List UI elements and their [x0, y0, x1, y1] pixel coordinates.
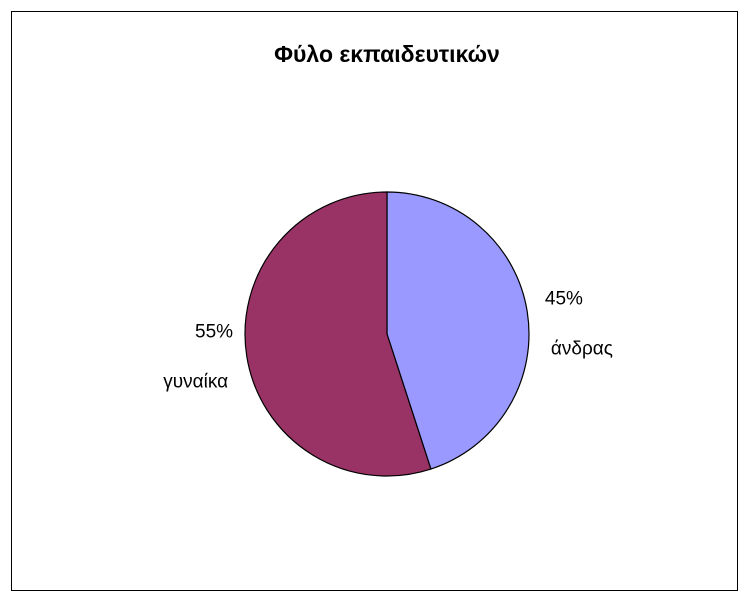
pie-percent-label-0: 45% [545, 288, 583, 309]
pie-chart: Φύλο εκπαιδευτικών 45% άνδρας 55% γυναίκα [163, 41, 613, 477]
pie-slice-0 [386, 191, 530, 470]
chart-title: Φύλο εκπαιδευτικών [274, 41, 500, 67]
pie-category-label-1: γυναίκα [163, 372, 228, 393]
pie-labels: 45% άνδρας 55% γυναίκα [163, 288, 613, 392]
pie-percent-label-1: 55% [195, 322, 233, 343]
pie-category-label-0: άνδρας [551, 338, 613, 359]
pie-slices [244, 191, 530, 477]
pie-slice-1 [244, 191, 432, 477]
